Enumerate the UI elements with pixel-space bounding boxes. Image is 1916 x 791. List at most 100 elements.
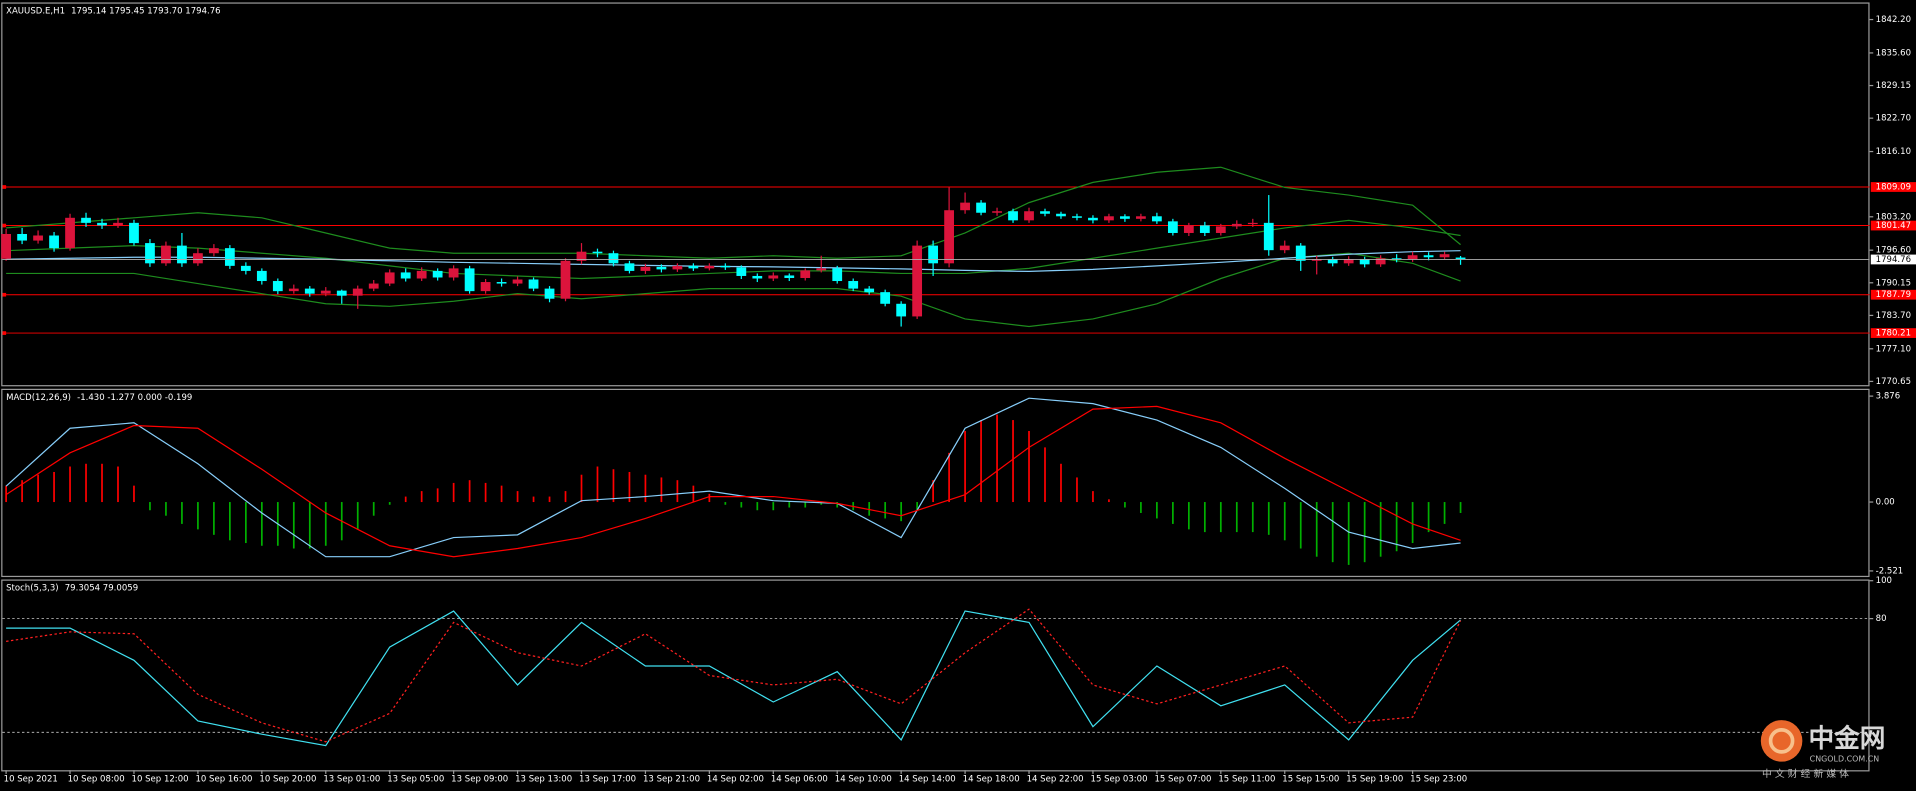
histogram-bar: [1092, 491, 1094, 503]
histogram-bar: [37, 474, 39, 503]
candle-body: [161, 245, 171, 264]
candle-body: [944, 210, 954, 264]
candle-body: [512, 279, 523, 284]
x-tick-label: 15 Sep 23:00: [1410, 774, 1467, 784]
candle-body: [209, 248, 219, 254]
histogram-bar: [356, 502, 359, 530]
candle-body: [992, 211, 1002, 213]
histogram-bar: [932, 480, 934, 503]
candle-body: [368, 283, 379, 289]
candle-body: [304, 288, 315, 294]
level-handle: [2, 292, 7, 297]
histogram-bar: [213, 502, 215, 535]
level-price-box: [1870, 182, 1916, 192]
histogram-bar: [165, 502, 167, 516]
candle-body: [1072, 216, 1082, 218]
x-tick-label: 13 Sep 05:00: [387, 774, 444, 784]
histogram-bar: [1156, 502, 1158, 519]
histogram-bar: [820, 502, 823, 505]
pane-values: 79.3054 79.0059: [65, 584, 138, 594]
histogram-bar: [1363, 502, 1366, 563]
histogram-bar: [149, 502, 151, 511]
histogram-bar: [181, 502, 183, 524]
histogram-bar: [580, 474, 583, 503]
candle-body: [193, 253, 203, 264]
candle-body: [496, 282, 507, 284]
candle-body: [576, 251, 587, 261]
level-price-label: 1801.47: [1876, 221, 1911, 231]
candle-body: [1263, 222, 1274, 251]
histogram-bar: [1299, 502, 1302, 549]
histogram-bar: [1219, 502, 1222, 533]
histogram-bar: [740, 502, 743, 508]
candle-body: [1423, 255, 1434, 258]
candle-body: [848, 281, 859, 289]
histogram-bar: [516, 491, 519, 503]
x-tick-label: 14 Sep 14:00: [899, 774, 956, 784]
histogram-bar: [21, 480, 23, 503]
candle-body: [113, 222, 123, 226]
histogram-bar: [500, 485, 503, 503]
candle-body: [752, 275, 763, 279]
histogram-bar: [948, 452, 950, 503]
histogram-bar: [548, 496, 551, 503]
x-tick-label: 15 Sep 19:00: [1346, 774, 1403, 784]
histogram-bar: [1060, 463, 1062, 503]
candle-body: [240, 265, 251, 271]
indicator-line: [5, 397, 1461, 558]
histogram-bar: [708, 493, 711, 503]
candle-body: [880, 292, 891, 304]
histogram-bar: [1076, 477, 1078, 503]
logo-icon-ring: [1768, 728, 1795, 754]
candle-body: [1391, 258, 1402, 260]
histogram-bar: [676, 480, 679, 503]
y-tick-label: 1816.10: [1876, 147, 1911, 157]
candle-body: [1231, 223, 1242, 227]
candle-body: [1295, 245, 1306, 261]
last-price-box: [1870, 254, 1916, 265]
candle-body: [81, 217, 91, 223]
histogram-bar: [1012, 420, 1014, 503]
logo-tagline: 中 文 财 经 新 媒 体: [1762, 767, 1849, 780]
x-tick-label: 13 Sep 09:00: [451, 774, 508, 784]
x-tick-label: 15 Sep 03:00: [1091, 774, 1148, 784]
histogram-bar: [1347, 502, 1350, 565]
histogram-bar: [884, 502, 887, 519]
candle-body: [768, 275, 779, 279]
histogram-bar: [1124, 502, 1126, 508]
candle-body: [560, 260, 571, 299]
x-tick-label: 14 Sep 10:00: [835, 774, 892, 784]
histogram-bar: [1411, 502, 1414, 544]
candle-body: [33, 235, 43, 241]
candle-body: [704, 265, 715, 269]
candle-body: [896, 303, 907, 317]
candle-body: [672, 265, 683, 270]
candle-body: [816, 268, 827, 271]
histogram-bar: [692, 485, 695, 503]
y-tick-label: 1822.70: [1876, 114, 1911, 124]
x-tick-label: 14 Sep 02:00: [707, 774, 764, 784]
candle-body: [1024, 211, 1034, 221]
candle-body: [720, 265, 731, 268]
x-tick-label: 13 Sep 01:00: [323, 774, 380, 784]
candle-body: [864, 288, 875, 293]
histogram-bar: [1203, 502, 1206, 533]
x-tick-label: 14 Sep 06:00: [771, 774, 828, 784]
histogram-bar: [644, 474, 647, 503]
level-price-label: 1780.21: [1876, 329, 1911, 339]
histogram-bar: [1267, 502, 1270, 535]
x-tick-label: 10 Sep 20:00: [259, 774, 316, 784]
y-tick-label: 0.00: [1876, 498, 1895, 508]
candle-body: [928, 245, 939, 264]
indicator-line: [5, 405, 1461, 558]
logo-icon: [1760, 720, 1803, 762]
candle-body: [1407, 255, 1418, 260]
histogram-bar: [532, 496, 535, 503]
histogram-bar: [1459, 502, 1462, 513]
histogram-bar: [101, 463, 103, 503]
candle-body: [288, 288, 299, 292]
histogram-bar: [308, 502, 311, 549]
candle-body: [1455, 257, 1466, 260]
